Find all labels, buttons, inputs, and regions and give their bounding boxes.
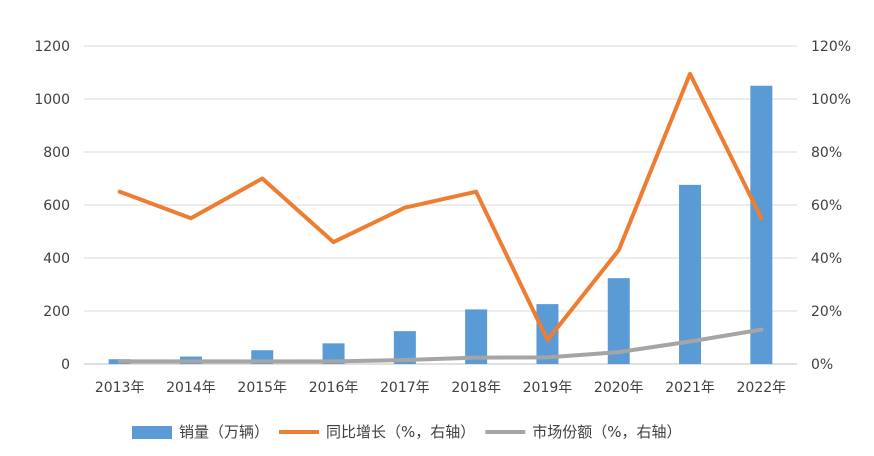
bar (679, 184, 702, 364)
x-tick-label: 2013年 (95, 380, 145, 396)
y-right-tick-label: 80% (811, 145, 842, 161)
y-right-tick-label: 100% (811, 92, 851, 108)
x-tick-label: 2014年 (166, 380, 216, 396)
bar (465, 309, 488, 364)
x-tick-label: 2021年 (665, 380, 715, 396)
bar (536, 304, 559, 364)
x-tick-label: 2018年 (451, 380, 501, 396)
legend-label: 销量（万辆） (179, 423, 269, 441)
left-axis: 0 200 400 600 800 1000 1200 (34, 39, 70, 373)
y-right-tick-label: 60% (811, 198, 842, 214)
y-left-tick-label: 400 (43, 251, 70, 267)
bar-series-sales (108, 85, 773, 364)
legend-label: 市场份额（%，右轴） (532, 423, 681, 441)
gridlines (84, 45, 797, 365)
right-axis: 0% 20% 40% 60% 80% 100% 120% (811, 39, 851, 373)
y-left-tick-label: 200 (43, 304, 70, 320)
y-left-tick-label: 800 (43, 145, 70, 161)
line-series-path (117, 71, 764, 343)
bar (607, 278, 630, 364)
y-left-tick-label: 0 (61, 357, 70, 373)
bar (393, 331, 416, 364)
bar (750, 85, 773, 364)
x-tick-label: 2015年 (237, 380, 287, 396)
bar (322, 343, 345, 364)
legend-label: 同比增长（%，右轴） (326, 423, 475, 441)
y-left-tick-label: 1000 (34, 92, 70, 108)
x-tick-label: 2017年 (380, 380, 430, 396)
line-series-path (117, 327, 764, 364)
legend: 销量（万辆） 同比增长（%，右轴） 市场份额（%，右轴） (132, 423, 682, 441)
legend-swatch (132, 426, 172, 439)
y-right-tick-label: 120% (811, 39, 851, 55)
line-series (117, 71, 764, 364)
x-axis: 2013年 2014年 2015年 2016年 2017年 2018年 2019年 2020年… (95, 380, 786, 396)
x-tick-label: 2022年 (737, 380, 787, 396)
y-right-tick-label: 0% (811, 357, 833, 373)
y-right-tick-label: 20% (811, 304, 842, 320)
y-left-tick-label: 1200 (34, 39, 70, 55)
y-right-tick-label: 40% (811, 251, 842, 267)
x-tick-label: 2020年 (594, 380, 644, 396)
x-tick-label: 2016年 (309, 380, 359, 396)
y-left-tick-label: 600 (43, 198, 70, 214)
x-tick-label: 2019年 (523, 380, 573, 396)
